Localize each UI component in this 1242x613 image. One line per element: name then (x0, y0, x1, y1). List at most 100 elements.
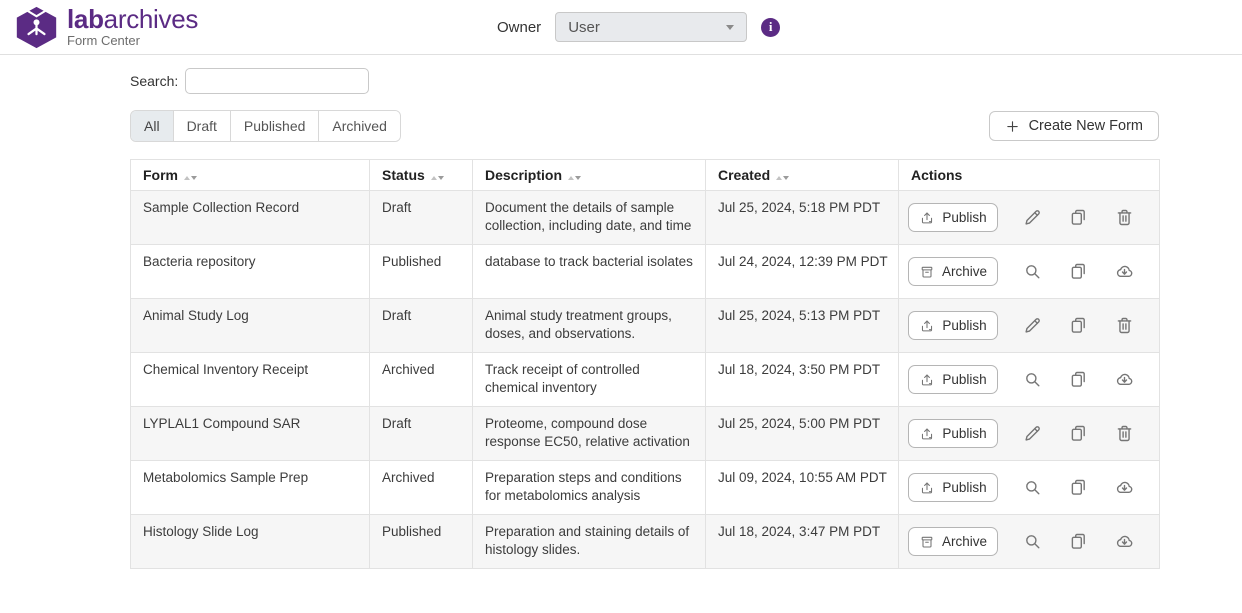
form-status: Draft (370, 191, 473, 245)
owner-group: Owner User i (497, 12, 780, 42)
download-icon (1114, 261, 1135, 282)
publish-button[interactable]: Publish (908, 203, 998, 232)
copy-button[interactable] (1055, 531, 1101, 552)
column-label: Created (718, 167, 770, 183)
archive-icon (919, 534, 935, 550)
form-name: Histology Slide Log (131, 515, 370, 569)
form-status: Draft (370, 407, 473, 461)
table-row: Sample Collection RecordDraftDocument th… (131, 191, 1160, 245)
preview-icon (1022, 531, 1043, 552)
sort-icon[interactable] (184, 176, 197, 180)
sort-icon[interactable] (431, 176, 444, 180)
delete-button[interactable] (1101, 207, 1147, 228)
action-button-label: Publish (942, 372, 986, 387)
copy-button[interactable] (1055, 261, 1101, 282)
actions-group: Archive (908, 257, 1159, 286)
column-header-description[interactable]: Description (473, 160, 706, 191)
labarchives-logo: labarchives Form Center (14, 5, 198, 50)
form-actions: Publish (899, 461, 1160, 515)
download-button[interactable] (1101, 477, 1147, 498)
filter-tab-archived[interactable]: Archived (319, 111, 399, 141)
owner-dropdown-value: User (568, 19, 600, 36)
archive-button[interactable]: Archive (908, 257, 998, 286)
download-button[interactable] (1101, 369, 1147, 390)
delete-icon (1114, 315, 1135, 336)
copy-icon (1068, 261, 1089, 282)
action-button-label: Publish (942, 480, 986, 495)
publish-button[interactable]: Publish (908, 365, 998, 394)
delete-button[interactable] (1101, 423, 1147, 444)
owner-dropdown[interactable]: User (555, 12, 747, 42)
upload-icon (919, 210, 935, 226)
labarchives-logo-icon (14, 5, 59, 50)
form-status: Published (370, 245, 473, 299)
edit-button[interactable] (1009, 423, 1055, 444)
form-created: Jul 25, 2024, 5:18 PM PDT (706, 191, 899, 245)
actions-group: Publish (908, 473, 1159, 502)
form-name: Sample Collection Record (131, 191, 370, 245)
copy-button[interactable] (1055, 477, 1101, 498)
sort-icon[interactable] (776, 176, 789, 180)
filter-tab-all[interactable]: All (131, 111, 174, 141)
preview-button[interactable] (1009, 531, 1055, 552)
form-description: Proteome, compound dose response EC50, r… (473, 407, 706, 461)
form-name: LYPLAL1 Compound SAR (131, 407, 370, 461)
form-description: Document the details of sample collectio… (473, 191, 706, 245)
app-header: labarchives Form Center Owner User i (0, 0, 1242, 55)
preview-button[interactable] (1009, 261, 1055, 282)
download-icon (1114, 531, 1135, 552)
copy-button[interactable] (1055, 315, 1101, 336)
create-new-form-button[interactable]: Create New Form (989, 111, 1159, 141)
form-description: Preparation steps and conditions for met… (473, 461, 706, 515)
filter-tab-published[interactable]: Published (231, 111, 320, 141)
edit-button[interactable] (1009, 315, 1055, 336)
column-label: Actions (911, 167, 962, 183)
action-button-label: Archive (942, 534, 987, 549)
copy-button[interactable] (1055, 369, 1101, 390)
preview-button[interactable] (1009, 369, 1055, 390)
column-label: Form (143, 167, 178, 183)
form-name: Chemical Inventory Receipt (131, 353, 370, 407)
upload-icon (919, 480, 935, 496)
edit-button[interactable] (1009, 207, 1055, 228)
download-button[interactable] (1101, 261, 1147, 282)
download-button[interactable] (1101, 531, 1147, 552)
search-input[interactable] (185, 68, 369, 94)
copy-icon (1068, 477, 1089, 498)
copy-button[interactable] (1055, 207, 1101, 228)
copy-button[interactable] (1055, 423, 1101, 444)
filter-tabs: AllDraftPublishedArchived (130, 110, 401, 142)
brand-rest: archives (104, 4, 198, 34)
publish-button[interactable]: Publish (908, 473, 998, 502)
brand-bold: lab (67, 4, 104, 34)
preview-button[interactable] (1009, 477, 1055, 498)
copy-icon (1068, 531, 1089, 552)
column-header-created[interactable]: Created (706, 160, 899, 191)
delete-icon (1114, 207, 1135, 228)
column-header-form[interactable]: Form (131, 160, 370, 191)
info-icon[interactable]: i (761, 18, 780, 37)
logo-text: labarchives Form Center (67, 6, 198, 48)
form-created: Jul 25, 2024, 5:00 PM PDT (706, 407, 899, 461)
preview-icon (1022, 369, 1043, 390)
filter-tab-draft[interactable]: Draft (174, 111, 231, 141)
edit-icon (1022, 423, 1043, 444)
copy-icon (1068, 369, 1089, 390)
column-header-actions: Actions (899, 160, 1160, 191)
form-description: database to track bacterial isolates (473, 245, 706, 299)
delete-button[interactable] (1101, 315, 1147, 336)
sort-icon[interactable] (568, 176, 581, 180)
action-button-label: Publish (942, 426, 986, 441)
brand-name: labarchives (67, 6, 198, 32)
form-description: Track receipt of controlled chemical inv… (473, 353, 706, 407)
column-header-status[interactable]: Status (370, 160, 473, 191)
form-actions: Publish (899, 353, 1160, 407)
publish-button[interactable]: Publish (908, 419, 998, 448)
column-label: Status (382, 167, 425, 183)
copy-icon (1068, 207, 1089, 228)
archive-button[interactable]: Archive (908, 527, 998, 556)
form-name: Animal Study Log (131, 299, 370, 353)
table-header-row: Form Status Description Created Actions (131, 160, 1160, 191)
edit-icon (1022, 315, 1043, 336)
publish-button[interactable]: Publish (908, 311, 998, 340)
